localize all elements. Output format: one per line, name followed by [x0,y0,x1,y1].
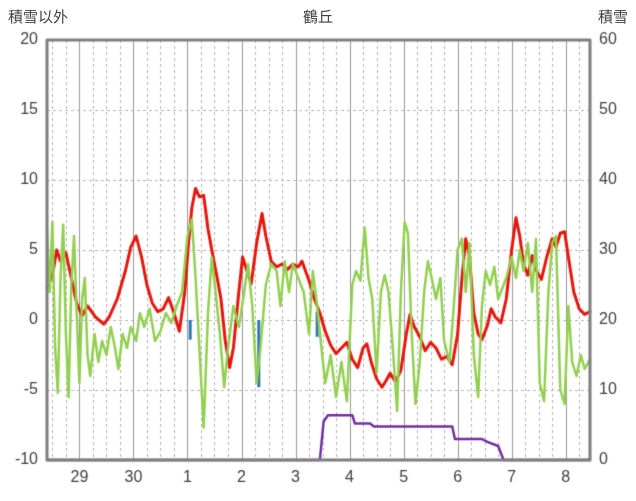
left-axis-title: 積雪以外 [8,9,69,26]
chart-title: 鶴丘 [302,9,333,26]
right-axis-title: 積雪 [597,9,628,26]
chart-header: 積雪以外 鶴丘 積雪 [0,6,636,28]
